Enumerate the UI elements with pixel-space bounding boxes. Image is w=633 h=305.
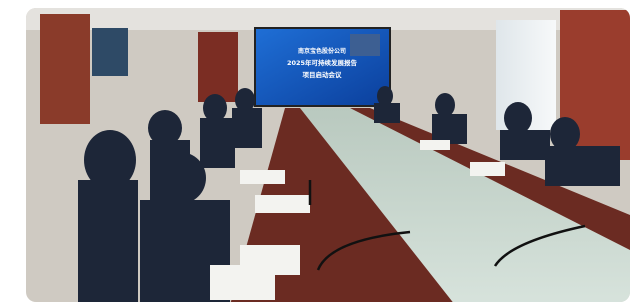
door (40, 14, 90, 124)
cabinet (198, 32, 238, 102)
page: {"screen": {"lines": ["南京宝色股份公司", "2025年… (0, 0, 633, 305)
screen-line: 2025年可持续发展报告 (287, 58, 358, 67)
screen-line: 项目启动会议 (303, 70, 343, 79)
scene: 南京宝色股份公司 2025年可持续发展报告 项目启动会议 (0, 0, 633, 305)
meeting-photo: 南京宝色股份公司 2025年可持续发展报告 项目启动会议 (0, 0, 633, 305)
video-inset (350, 34, 380, 56)
screen-line: 南京宝色股份公司 (298, 47, 346, 55)
poster (92, 28, 128, 76)
